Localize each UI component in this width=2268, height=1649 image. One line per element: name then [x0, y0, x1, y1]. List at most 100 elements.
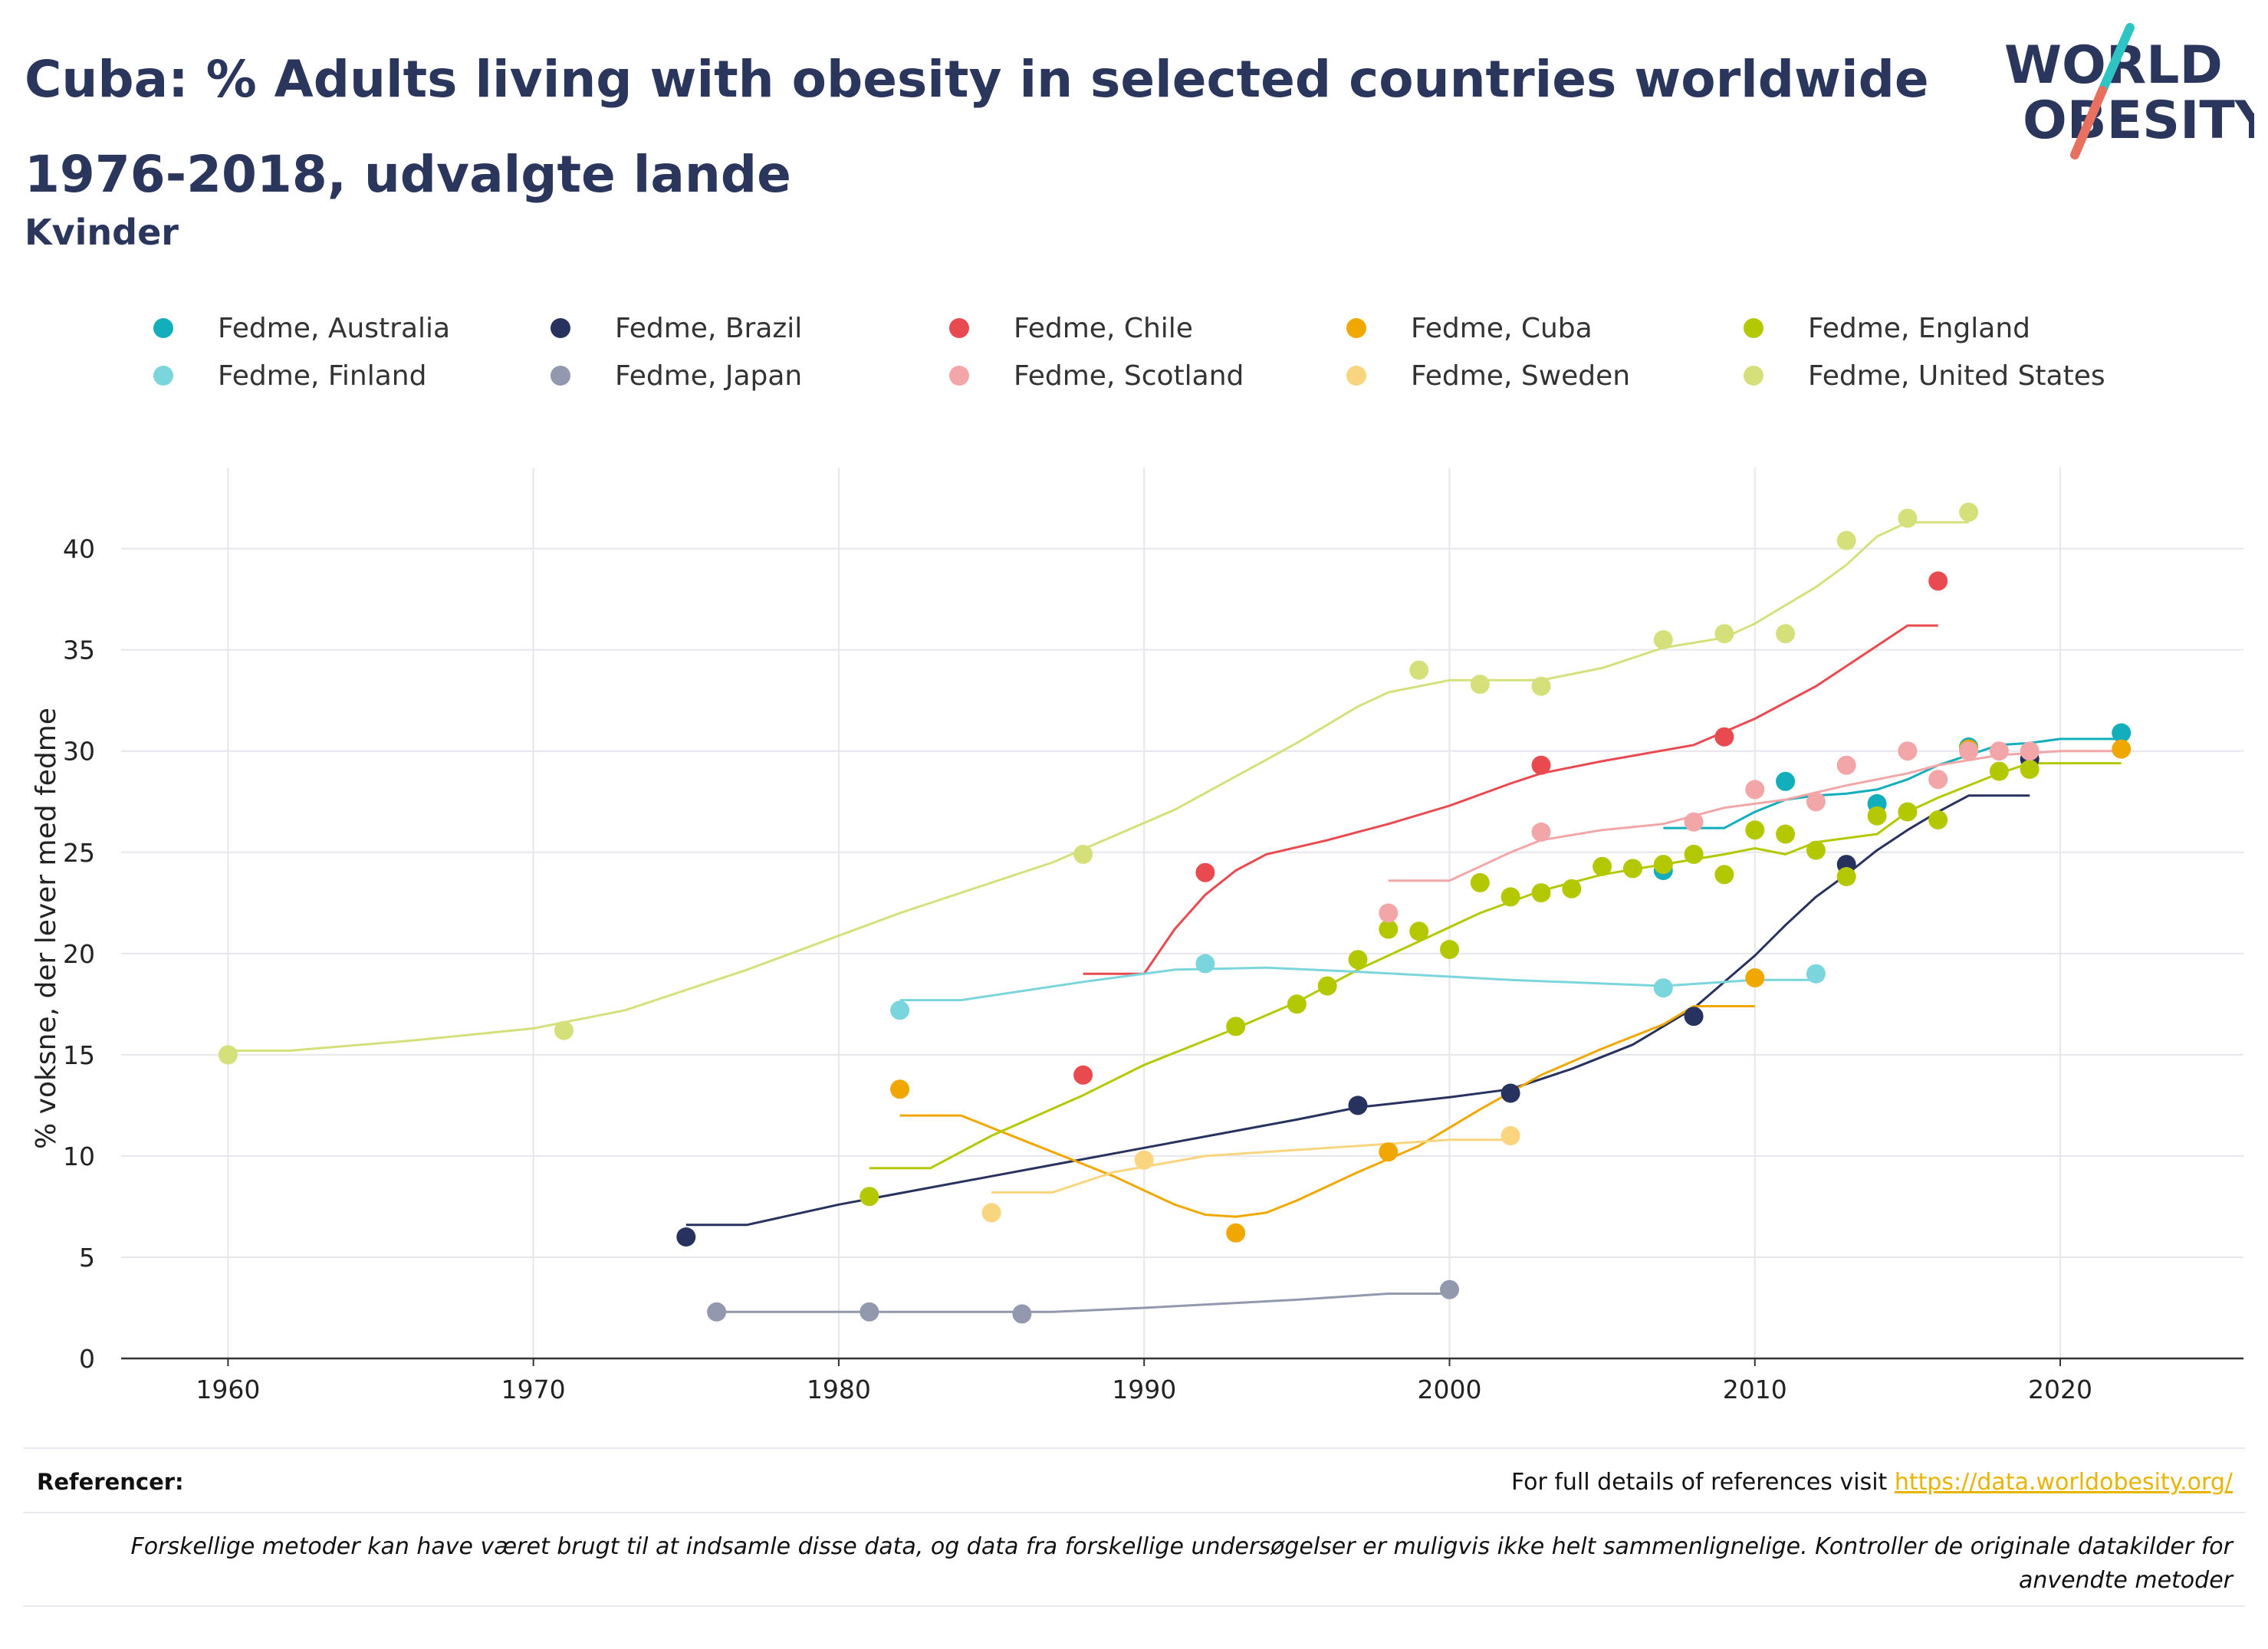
data-point-3-3	[1745, 968, 1765, 987]
y-tick-label-5: 5	[79, 1243, 95, 1273]
data-point-7-9	[1989, 741, 2009, 761]
data-point-2-4	[1928, 571, 1948, 591]
data-point-4-9	[1500, 887, 1520, 907]
data-point-4-12	[1593, 856, 1612, 876]
data-point-5-2	[1653, 978, 1673, 998]
methodology-note: Forskellige metoder kan have været brugt…	[130, 1533, 2233, 1594]
y-tick-label-10: 10	[63, 1141, 95, 1171]
data-point-3-2	[1379, 1142, 1399, 1162]
legend-label-3: Fedme, Cuba	[1411, 312, 1593, 344]
trend-line-8	[991, 1138, 1511, 1194]
data-point-6-0	[707, 1302, 727, 1322]
data-point-0-1	[1776, 771, 1796, 791]
legend-item-5[interactable]: Fedme, Finland	[153, 353, 426, 399]
data-point-2-0	[1073, 1065, 1093, 1085]
data-point-4-0	[860, 1187, 879, 1207]
data-point-9-2	[1073, 844, 1093, 864]
data-point-4-3	[1317, 976, 1337, 996]
data-point-7-6	[1898, 741, 1918, 761]
data-point-1-1	[1348, 1096, 1368, 1115]
data-point-7-2	[1684, 812, 1704, 832]
trend-line-6	[716, 1293, 1450, 1313]
y-tick-label-20: 20	[63, 939, 95, 969]
data-point-4-5	[1379, 919, 1399, 939]
data-point-4-11	[1562, 879, 1582, 898]
y-tick-label-40: 40	[63, 534, 95, 564]
references-text: For full details of references visit	[1510, 1469, 1888, 1496]
data-point-4-13	[1623, 859, 1642, 879]
y-tick-label-35: 35	[63, 636, 95, 665]
chart-title-line1: Cuba: % Adults living with obesity in se…	[25, 50, 1929, 109]
legend-marker-5	[153, 366, 173, 386]
legend-label-4: Fedme, England	[1808, 312, 2030, 344]
data-point-9-0	[218, 1045, 238, 1065]
x-tick-label-2020: 2020	[2028, 1375, 2092, 1404]
data-point-5-3	[1806, 964, 1826, 984]
legend-item-3[interactable]: Fedme, Cuba	[1346, 305, 1593, 351]
x-tick-label-1980: 1980	[807, 1375, 871, 1404]
data-point-4-6	[1409, 921, 1429, 941]
data-point-7-8	[1959, 741, 1979, 761]
legend-label-9: Fedme, United States	[1808, 360, 2105, 392]
legend-marker-4	[1744, 318, 1763, 338]
data-point-3-5	[2112, 739, 2132, 759]
x-tick-label-1990: 1990	[1112, 1375, 1176, 1404]
data-point-4-1	[1226, 1017, 1246, 1036]
y-axis-title: % voksne, der lever med fedme	[31, 708, 62, 1149]
legend-item-6[interactable]: Fedme, Japan	[551, 353, 802, 399]
world-obesity-logo: WORLD OBESITY	[2001, 23, 2268, 169]
legend-label-5: Fedme, Finland	[218, 360, 427, 392]
data-point-4-23	[1928, 810, 1948, 829]
trend-line-5	[899, 966, 1816, 1002]
data-point-6-2	[1012, 1304, 1032, 1324]
trend-line-7	[1388, 750, 2122, 882]
legend-label-0: Fedme, Australia	[218, 312, 451, 344]
data-point-9-9	[1836, 531, 1856, 550]
y-tick-label-0: 0	[79, 1344, 95, 1374]
data-point-8-1	[1134, 1150, 1154, 1170]
data-point-7-7	[1928, 770, 1948, 790]
data-point-4-20	[1836, 867, 1856, 886]
legend-item-9[interactable]: Fedme, United States	[1744, 353, 2105, 399]
chart-title-line2: 1976-2018, udvalgte lande	[25, 145, 791, 204]
trend-line-2	[1083, 624, 1938, 975]
legend-item-1[interactable]: Fedme, Brazil	[551, 305, 802, 351]
data-point-3-1	[1226, 1223, 1246, 1243]
data-point-4-2	[1287, 994, 1307, 1014]
footer-divider-bottom	[23, 1605, 2245, 1607]
legend-item-8[interactable]: Fedme, Sweden	[1346, 353, 1630, 399]
legend-marker-7	[949, 366, 969, 386]
x-tick-label-1960: 1960	[196, 1375, 260, 1404]
x-tick-label-2000: 2000	[1417, 1375, 1481, 1404]
data-point-6-1	[860, 1302, 879, 1322]
data-point-9-3	[1409, 660, 1429, 680]
legend-item-7[interactable]: Fedme, Scotland	[949, 353, 1244, 399]
data-point-4-7	[1440, 940, 1459, 959]
legend-item-2[interactable]: Fedme, Chile	[949, 305, 1193, 351]
data-point-7-0	[1379, 903, 1399, 923]
legend-label-2: Fedme, Chile	[1014, 312, 1193, 344]
legend-marker-3	[1346, 318, 1366, 338]
references-link[interactable]: https://data.worldobesity.org/	[1894, 1469, 2233, 1496]
data-point-4-15	[1684, 844, 1704, 864]
references-text-group: For full details of references visit htt…	[1511, 1469, 2233, 1496]
logo-slash-top	[2098, 23, 2135, 95]
legend-item-0[interactable]: Fedme, Australia	[153, 305, 450, 351]
legend-item-4[interactable]: Fedme, England	[1744, 305, 2030, 351]
data-point-9-10	[1898, 508, 1918, 528]
data-point-4-24	[1989, 761, 2009, 781]
legend-label-1: Fedme, Brazil	[615, 312, 803, 344]
data-point-4-8	[1470, 872, 1490, 892]
chart-plot: 1960 1970 1980 1990 2000 2010 2020 0 5 10 15 20 25 30…	[31, 468, 2243, 1404]
data-point-2-3	[1714, 727, 1734, 747]
data-point-4-21	[1867, 806, 1887, 826]
data-point-4-10	[1531, 883, 1551, 903]
chart-legend: Fedme, Australia Fedme, Brazil Fedme, Chil…	[153, 305, 2147, 412]
data-point-9-5	[1531, 676, 1551, 696]
data-point-5-1	[1195, 954, 1215, 974]
data-point-1-2	[1500, 1083, 1520, 1103]
data-point-9-1	[554, 1020, 574, 1040]
data-point-8-0	[981, 1203, 1001, 1223]
legend-marker-8	[1346, 366, 1366, 386]
data-point-7-5	[1836, 755, 1856, 775]
